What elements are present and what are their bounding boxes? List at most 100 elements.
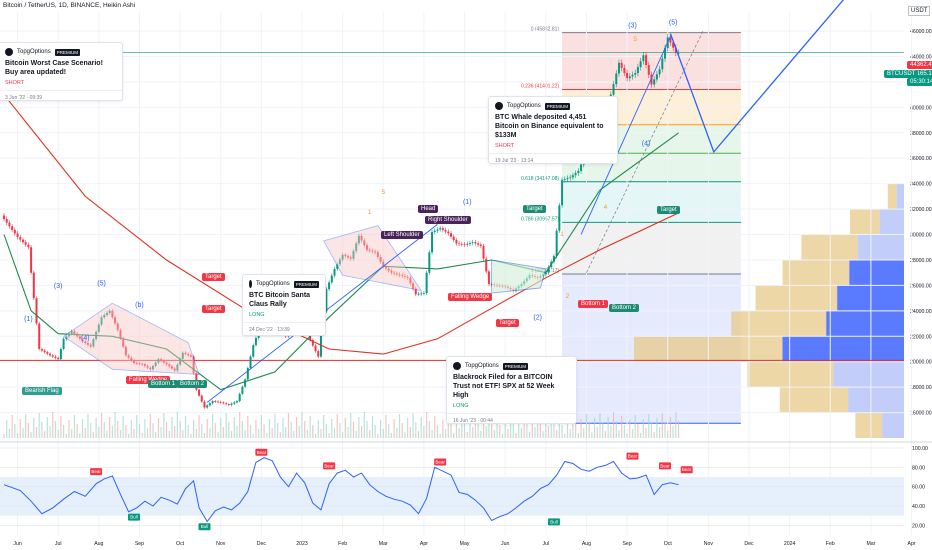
- volume-profile-bar: [882, 412, 904, 438]
- volume-bar: [304, 421, 306, 438]
- x-tick-label: Mar: [379, 541, 388, 547]
- volume-bar: [320, 429, 322, 438]
- target-label: Target: [202, 273, 225, 281]
- volume-bar: [352, 422, 355, 438]
- volume-bar: [57, 430, 59, 438]
- candle-body: [5, 219, 8, 223]
- candle-body: [230, 403, 233, 405]
- volume-bar: [621, 416, 623, 438]
- volume-bar: [461, 414, 463, 438]
- volume-bar: [593, 418, 596, 438]
- idea-card-1[interactable]: TopgOptions PREMIUM Bitcoin Worst Case S…: [0, 42, 123, 101]
- volume-bar: [325, 424, 327, 438]
- rsi-bear-signal: [323, 462, 336, 470]
- candle-body: [43, 350, 46, 353]
- candle-body: [21, 239, 24, 243]
- volume-bar: [160, 427, 162, 438]
- volume-bar: [117, 421, 119, 438]
- volume-bar: [401, 423, 403, 438]
- volume-bar: [312, 425, 314, 438]
- brand-logo-icon: [5, 48, 13, 56]
- candle-body: [347, 256, 350, 258]
- brand-logo-icon: [249, 280, 253, 288]
- candle-body: [211, 401, 214, 404]
- volume-bar: [431, 430, 433, 438]
- volume-bar: [11, 415, 13, 438]
- left-shoulder-label: Left Shoulder: [381, 231, 423, 239]
- candle-body: [612, 84, 615, 95]
- candle-body: [623, 67, 626, 74]
- candle-body: [376, 252, 379, 258]
- candle-body: [92, 339, 95, 347]
- volume-bar: [92, 432, 94, 438]
- rsi-tick-label: 20.00: [912, 523, 925, 529]
- wave-label: (4): [642, 141, 651, 148]
- volume-bar: [615, 421, 617, 438]
- volume-profile-bar: [887, 183, 897, 210]
- current-price-tag: 44362.48: [907, 61, 932, 69]
- volume-bar: [645, 428, 647, 438]
- candle-body: [143, 364, 146, 366]
- idea-title: Blackrock Filed for a BITCOIN Trust not …: [453, 374, 555, 399]
- volume-bar: [580, 419, 582, 438]
- volume-bar: [466, 432, 468, 438]
- y-tick-label: 18000.00: [910, 385, 932, 391]
- candle-body: [436, 229, 439, 231]
- volume-bar: [591, 432, 593, 438]
- candle-body: [574, 173, 577, 176]
- wave-number: 4: [604, 204, 608, 211]
- candle-body: [179, 358, 182, 365]
- volume-bar: [287, 413, 290, 438]
- x-tick-label: Nov: [216, 541, 226, 547]
- idea-card-3[interactable]: TopgOptions PREMIUM BTC Bitcoin Santa Cl…: [242, 274, 326, 336]
- volume-bar: [442, 420, 444, 438]
- volume-bar: [482, 417, 485, 438]
- volume-bar: [398, 414, 401, 438]
- volume-bar: [656, 418, 658, 438]
- candle-body: [357, 235, 360, 244]
- volume-bar: [63, 425, 65, 438]
- wave-label: (3): [628, 22, 637, 29]
- candle-body: [35, 298, 38, 324]
- candle-body: [198, 389, 201, 396]
- candle-body: [620, 62, 623, 68]
- symbol-tag: BTCUSDT: [884, 70, 919, 78]
- volume-bar: [526, 423, 528, 438]
- volume-bar: [81, 419, 84, 438]
- candle-body: [655, 74, 658, 80]
- rsi-bear-label: Bear: [682, 467, 692, 472]
- volume-bar: [255, 420, 257, 438]
- wave-label: (5): [669, 20, 678, 27]
- candle-body: [669, 37, 672, 43]
- volume-bar: [648, 414, 650, 438]
- candle-body: [170, 366, 173, 369]
- volume-bar: [236, 426, 238, 438]
- bearish-flag-label: Bearish Flag: [22, 387, 62, 395]
- volume-bar: [290, 422, 292, 438]
- idea-title: BTC Whale deposited 4,451 Bitcoin on Bin…: [495, 114, 604, 139]
- candle-body: [447, 231, 450, 234]
- candle-body: [254, 337, 257, 346]
- head-label: Head: [418, 205, 439, 213]
- candle-body: [73, 331, 76, 334]
- candle-body: [314, 345, 317, 352]
- candle-body: [571, 175, 574, 178]
- candle-body: [51, 355, 54, 357]
- volume-bar: [111, 426, 113, 438]
- candle-body: [468, 243, 471, 244]
- idea-card-4[interactable]: TopgOptions PREMIUM Blackrock Filed for …: [446, 356, 577, 424]
- fib-level-label: 0 (45882.81): [531, 27, 560, 33]
- idea-card-2[interactable]: TopgOptions PREMIUM BTC Whale deposited …: [488, 96, 618, 164]
- wedge-pattern: [62, 302, 200, 375]
- volume-bar: [65, 434, 67, 438]
- volume-bar: [504, 420, 506, 438]
- volume-bar: [239, 412, 241, 438]
- volume-bar: [260, 415, 262, 438]
- candle-body: [420, 293, 423, 295]
- y-tick-label: 46000.00: [910, 29, 932, 35]
- x-tick-label: Oct: [176, 541, 185, 547]
- right-shoulder-label: Right Shoulder: [425, 216, 471, 224]
- volume-bar: [128, 434, 130, 438]
- currency-label[interactable]: USDT: [908, 6, 931, 16]
